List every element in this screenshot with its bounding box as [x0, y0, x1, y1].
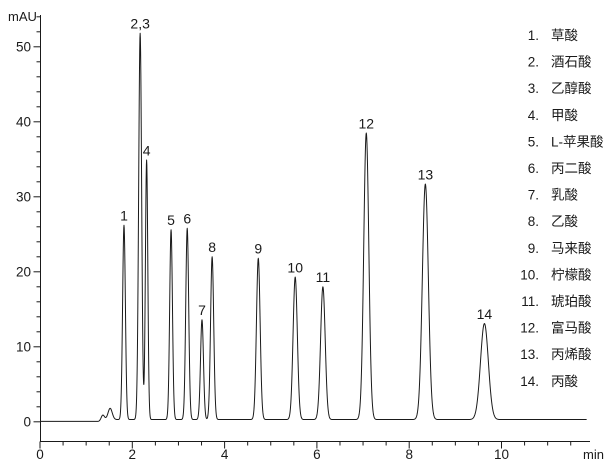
legend-item-name: 乙醇酸 — [551, 80, 592, 96]
legend-item: 3. 乙醇酸 — [528, 80, 592, 96]
tick-labels: 0 10 20 30 40 50 0 2 4 6 8 10 — [16, 39, 509, 462]
legend-item-name: 甲酸 — [551, 108, 579, 123]
peak-label: 1 — [120, 208, 128, 224]
legend-item: 4. 甲酸 — [528, 108, 579, 123]
legend-item: 13. 丙烯酸 — [520, 347, 592, 362]
legend-item: 2. 酒石酸 — [528, 55, 592, 70]
x-tick-label: 10 — [494, 447, 509, 462]
legend-item: 11. 琥珀酸 — [521, 294, 592, 309]
peak-label: 11 — [316, 269, 331, 285]
y-tick-label: 40 — [16, 114, 31, 129]
legend-item: 5. L-苹果酸 — [528, 134, 604, 149]
legend-item-name: 乳酸 — [551, 188, 579, 203]
legend-item-number: 6. — [528, 161, 539, 176]
legend-item-number: 1. — [528, 28, 539, 43]
peak-label: 4 — [143, 142, 151, 158]
peak-label: 5 — [167, 212, 175, 228]
legend: 1. 草酸 2. 酒石酸 3. 乙醇酸 4. 甲酸 5. L-苹果酸 6. 丙二酸 7. 乳酸 8. 乙酸 9.… — [520, 28, 604, 389]
peak-label: 13 — [418, 166, 434, 182]
legend-item-number: 11. — [521, 294, 539, 309]
x-tick-label: 2 — [129, 447, 137, 462]
legend-item-name: 琥珀酸 — [551, 294, 592, 309]
y-tick-label: 30 — [16, 189, 31, 204]
peak-label: 7 — [198, 302, 206, 318]
legend-item-number: 14. — [520, 374, 539, 389]
legend-item-number: 12. — [520, 321, 539, 336]
x-tick-label: 4 — [221, 447, 229, 462]
legend-item-name: 马来酸 — [551, 241, 592, 256]
legend-item-number: 2. — [528, 55, 539, 70]
peak-label: 8 — [208, 239, 216, 255]
peak-label: 14 — [477, 306, 493, 322]
legend-item-number: 5. — [528, 134, 539, 149]
legend-item-number: 4. — [528, 108, 539, 123]
legend-item-name: 丙酸 — [551, 374, 579, 389]
legend-item: 6. 丙二酸 — [528, 161, 592, 176]
x-tick-label: 6 — [313, 447, 321, 462]
legend-item-number: 9. — [528, 241, 539, 256]
chromatogram-trace — [39, 32, 587, 422]
legend-item-name: 柠檬酸 — [551, 267, 592, 282]
peak-labels: 1 2,3 4 5 6 7 8 9 10 11 12 13 14 — [120, 16, 492, 322]
x-axis-unit-label: min — [583, 447, 604, 462]
x-tick-label: 0 — [36, 447, 44, 462]
legend-item: 14. 丙酸 — [520, 374, 578, 389]
y-tick-label: 20 — [16, 264, 31, 279]
legend-item-name: L-苹果酸 — [551, 134, 604, 149]
legend-item-name: 富马酸 — [551, 320, 592, 336]
y-tick-label: 0 — [23, 414, 31, 429]
legend-item-number: 8. — [528, 214, 539, 229]
legend-item-number: 10. — [520, 267, 539, 282]
legend-item: 10. 柠檬酸 — [520, 267, 592, 282]
legend-item: 7. 乳酸 — [528, 188, 579, 203]
legend-item-name: 丙二酸 — [551, 161, 592, 176]
axes — [33, 15, 590, 449]
y-tick-label: 10 — [16, 339, 31, 354]
legend-item-number: 7. — [528, 188, 539, 203]
legend-item: 12. 富马酸 — [520, 320, 592, 336]
legend-item-name: 草酸 — [551, 28, 579, 43]
peak-label: 9 — [254, 241, 262, 257]
legend-item-number: 3. — [528, 81, 539, 96]
peak-label: 10 — [287, 259, 303, 275]
legend-item: 1. 草酸 — [528, 28, 579, 43]
peak-label: 6 — [183, 211, 191, 227]
legend-item-number: 13. — [520, 347, 539, 362]
peak-label: 2,3 — [130, 16, 150, 32]
x-tick-label: 8 — [405, 447, 413, 462]
y-tick-label: 50 — [16, 39, 31, 54]
legend-item: 8. 乙酸 — [528, 214, 579, 229]
peak-label: 12 — [358, 115, 374, 131]
legend-item-name: 乙酸 — [551, 214, 579, 229]
legend-item-name: 酒石酸 — [551, 55, 592, 70]
legend-item: 9. 马来酸 — [528, 241, 592, 256]
y-axis-unit-label: mAU — [8, 9, 37, 24]
legend-item-name: 丙烯酸 — [551, 347, 592, 362]
